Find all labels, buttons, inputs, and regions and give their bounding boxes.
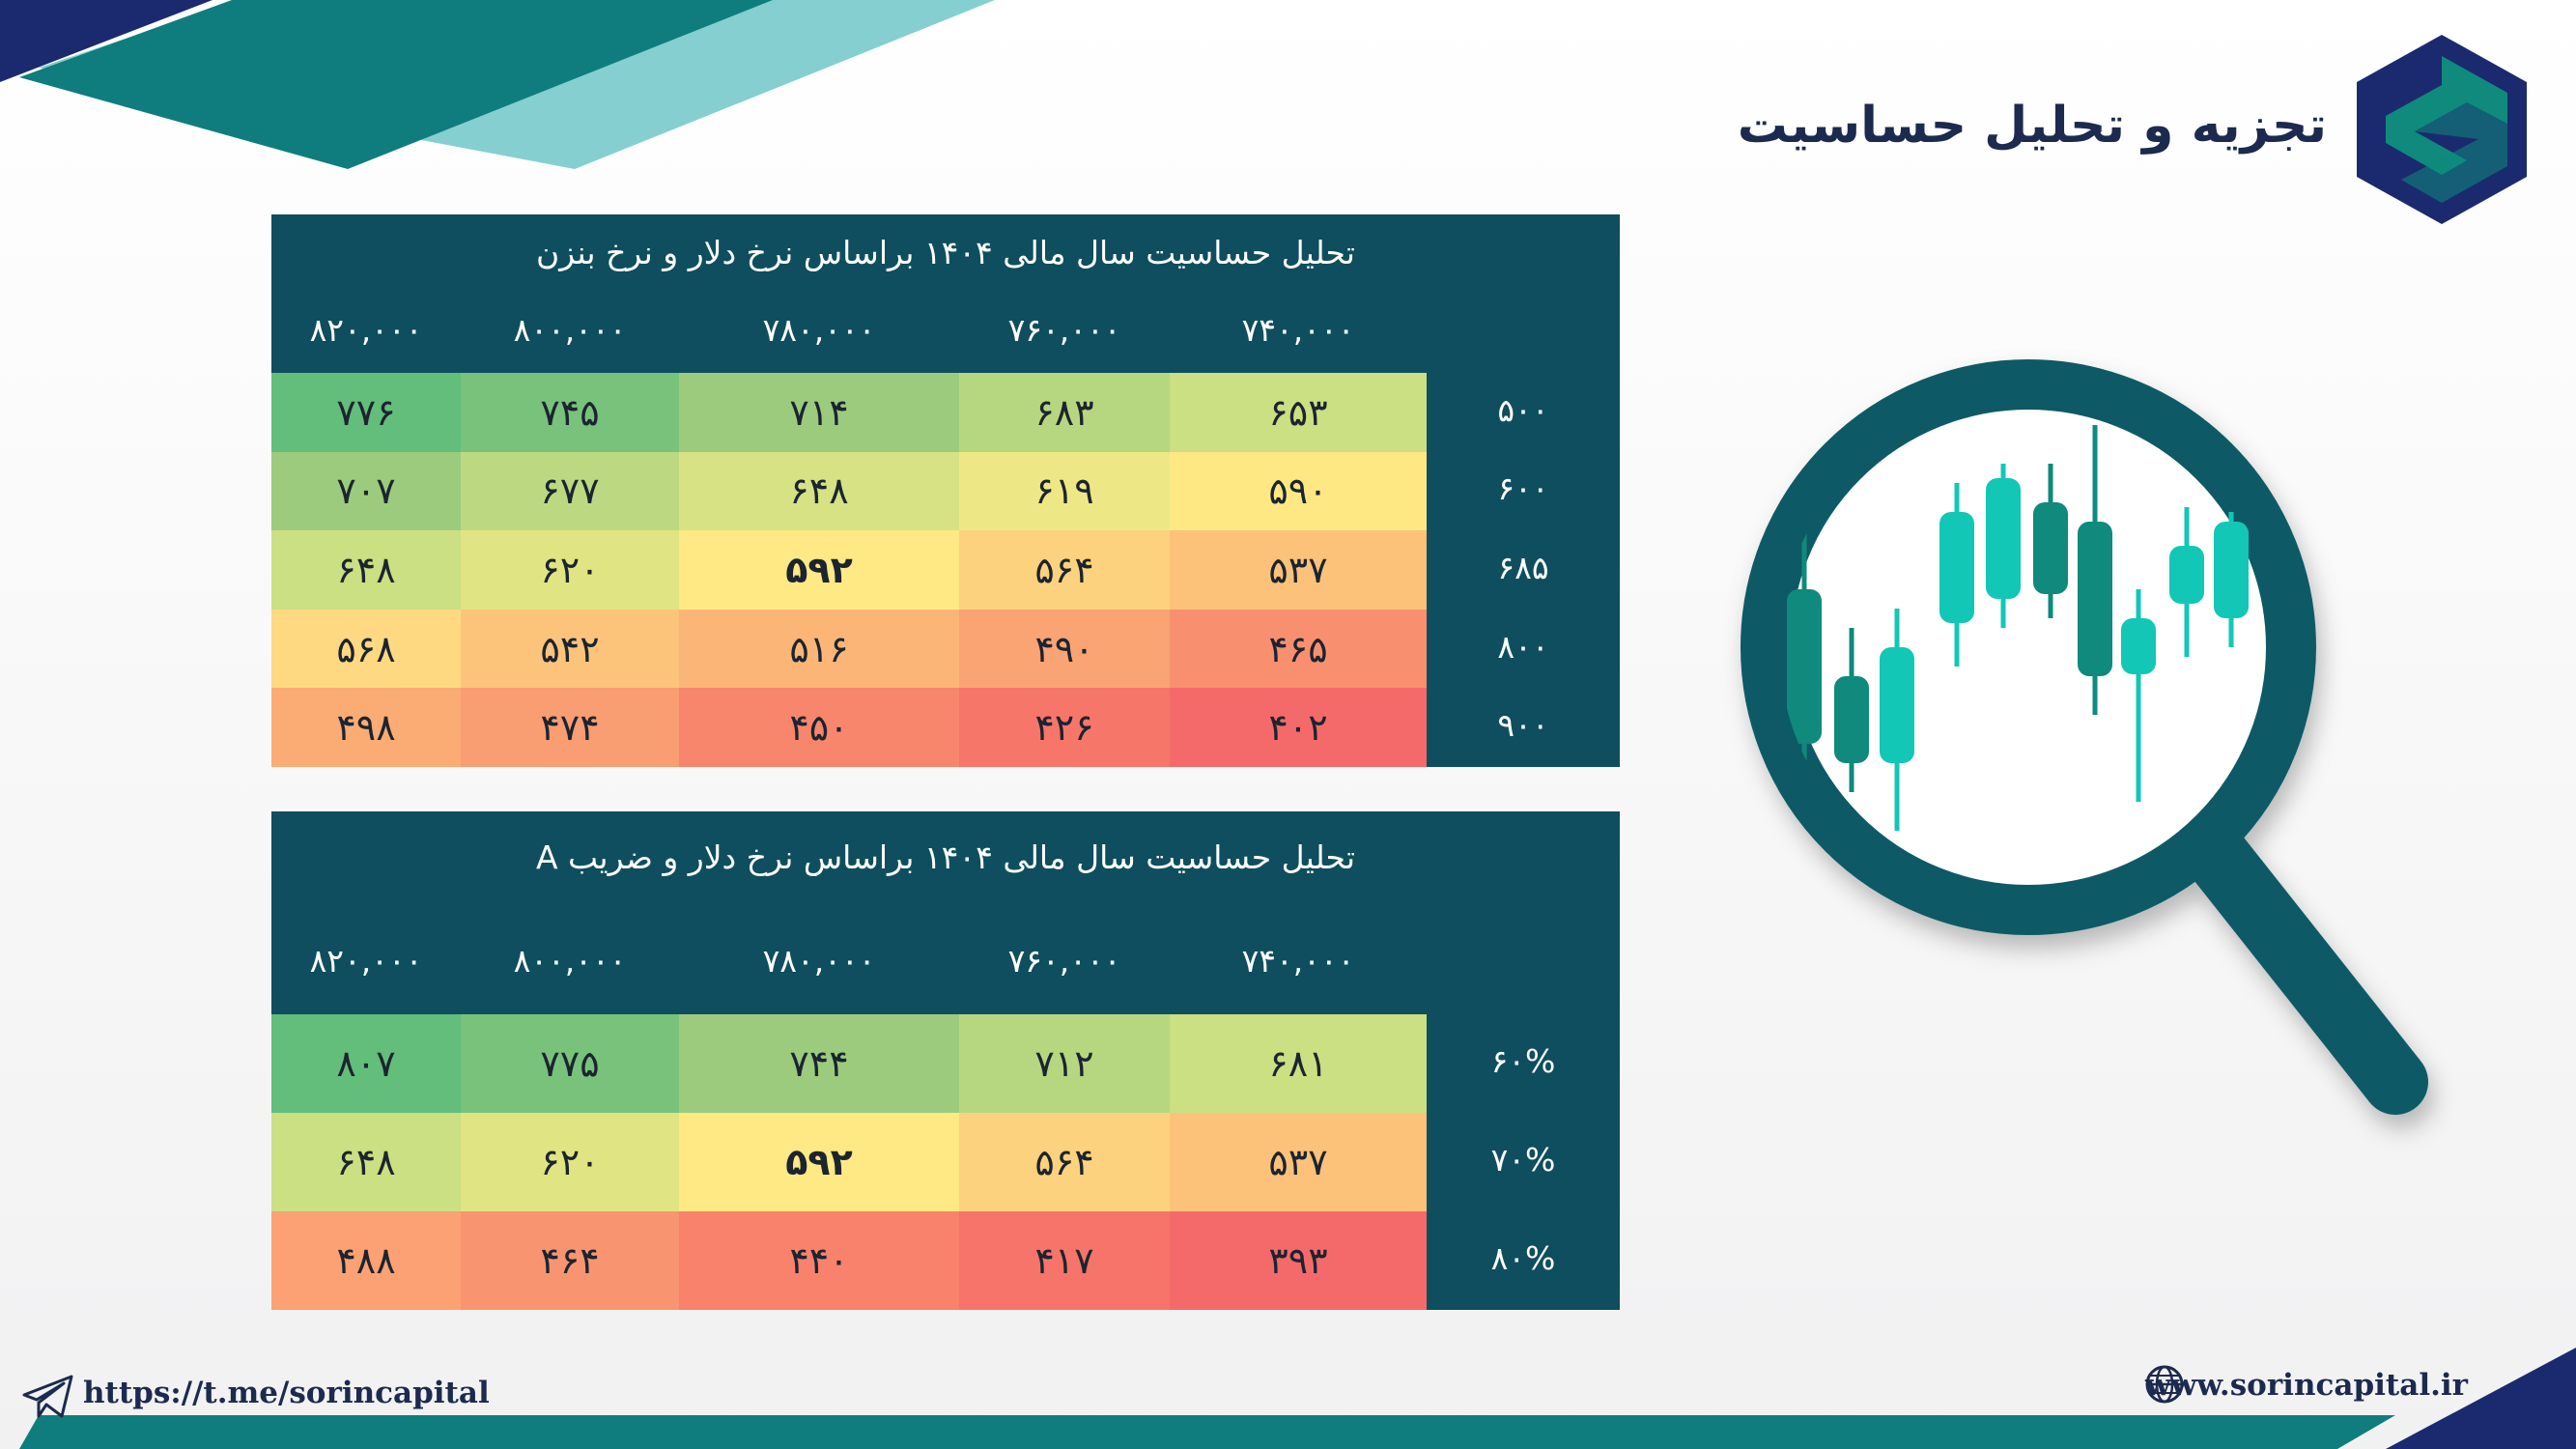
page-title: تجزیه و تحلیل حساسیت [1737,97,2327,155]
telegram-link[interactable]: https://t.me/sorincapital [83,1376,490,1410]
table-cell: ۴۲۶ [959,688,1170,767]
table-cell: ۴۰۲ [1170,688,1427,767]
table-cell: ۴۴۰ [679,1211,959,1310]
table-cell: ۴۹۰ [959,609,1170,689]
table-cell: ۳۹۳ [1170,1211,1427,1310]
table-cell: ۷۷۶ [271,373,461,452]
table-cell: ۷۱۲ [959,1014,1170,1113]
column-header: ۸۲۰,۰۰۰ [309,942,423,980]
row-header: ۶۸۵ [1497,549,1549,586]
table-cell: ۶۱۹ [959,451,1170,531]
column-header: ۸۰۰,۰۰۰ [513,942,627,980]
table-cell: ۷۷۵ [461,1014,679,1113]
table-cell: ۷۴۴ [679,1014,959,1113]
column-header: ۷۸۰,۰۰۰ [762,311,876,349]
magnifier-chart-icon [1741,359,2428,1115]
brand-logo-icon [2357,35,2527,224]
table-cell: ۴۱۷ [959,1211,1170,1310]
column-header: ۷۶۰,۰۰۰ [1007,311,1121,349]
column-header: ۷۴۰,۰۰۰ [1241,311,1355,349]
table-cell: ۷۴۵ [461,373,679,452]
table-cell: ۵۶۴ [959,1113,1170,1211]
table-cell: ۵۶۸ [271,609,461,689]
column-header: ۸۲۰,۰۰۰ [309,311,423,349]
table-cell: ۵۱۶ [679,609,959,689]
table-cell: ۵۳۷ [1170,1113,1427,1211]
table-cell: ۷۰۷ [271,451,461,531]
table-cell: ۸۰۷ [271,1014,461,1113]
sensitivity-table-coefficient: تحلیل حساسیت سال مالی ۱۴۰۴ براساس نرخ دل… [271,811,1620,1310]
table-cell: ۴۶۴ [461,1211,679,1310]
table-cell: ۷۱۴ [679,373,959,452]
top-decoration [0,0,995,169]
row-header: ۸۰۰ [1497,627,1549,666]
table-cell: ۴۷۴ [461,688,679,767]
globe-icon [2145,1365,2184,1404]
telegram-icon [22,1375,73,1418]
table-cell: ۴۶۵ [1170,609,1427,689]
table-title: تحلیل حساسیت سال مالی ۱۴۰۴ براساس نرخ دل… [536,234,1355,271]
table-cell: ۶۲۰ [461,1113,679,1211]
column-header: ۷۴۰,۰۰۰ [1241,942,1355,980]
table-cell: ۵۳۷ [1170,530,1427,610]
bottom-decoration [19,1348,2576,1449]
table-cell: ۶۸۱ [1170,1014,1427,1113]
row-header: ۹۰۰ [1497,706,1549,745]
row-header: ۷۰% [1490,1141,1556,1179]
table-cell: ۶۴۸ [271,530,461,610]
column-header: ۷۸۰,۰۰۰ [762,942,876,980]
table-cell: ۴۹۸ [271,688,461,767]
table-title: تحلیل حساسیت سال مالی ۱۴۰۴ براساس نرخ دل… [535,838,1356,876]
table-cell: ۶۸۳ [959,373,1170,452]
table-cell: ۵۹۰ [1170,451,1427,531]
row-header: ۸۰% [1490,1239,1556,1277]
table-cell: ۵۶۴ [959,530,1170,610]
sensitivity-table-benzene: تحلیل حساسیت سال مالی ۱۴۰۴ براساس نرخ دل… [271,214,1620,767]
row-header: ۵۰۰ [1497,390,1549,429]
table-cell: ۴۸۸ [271,1211,461,1310]
table-cell: ۵۹۲ [679,1113,959,1211]
row-header: ۶۰% [1490,1042,1556,1080]
table-cell: ۶۲۰ [461,530,679,610]
column-header: ۷۶۰,۰۰۰ [1007,942,1121,980]
table-cell: ۵۹۲ [679,530,959,610]
table-cell: ۶۵۳ [1170,373,1427,452]
website-link[interactable]: www.sorincapital.ir [2144,1368,2468,1403]
column-header: ۸۰۰,۰۰۰ [513,311,627,349]
table-cell: ۶۴۸ [271,1113,461,1211]
table-cell: ۶۷۷ [461,451,679,531]
table-cell: ۵۴۲ [461,609,679,689]
table-cell: ۶۴۸ [679,451,959,531]
row-header: ۶۰۰ [1497,469,1549,508]
table-cell: ۴۵۰ [679,688,959,767]
